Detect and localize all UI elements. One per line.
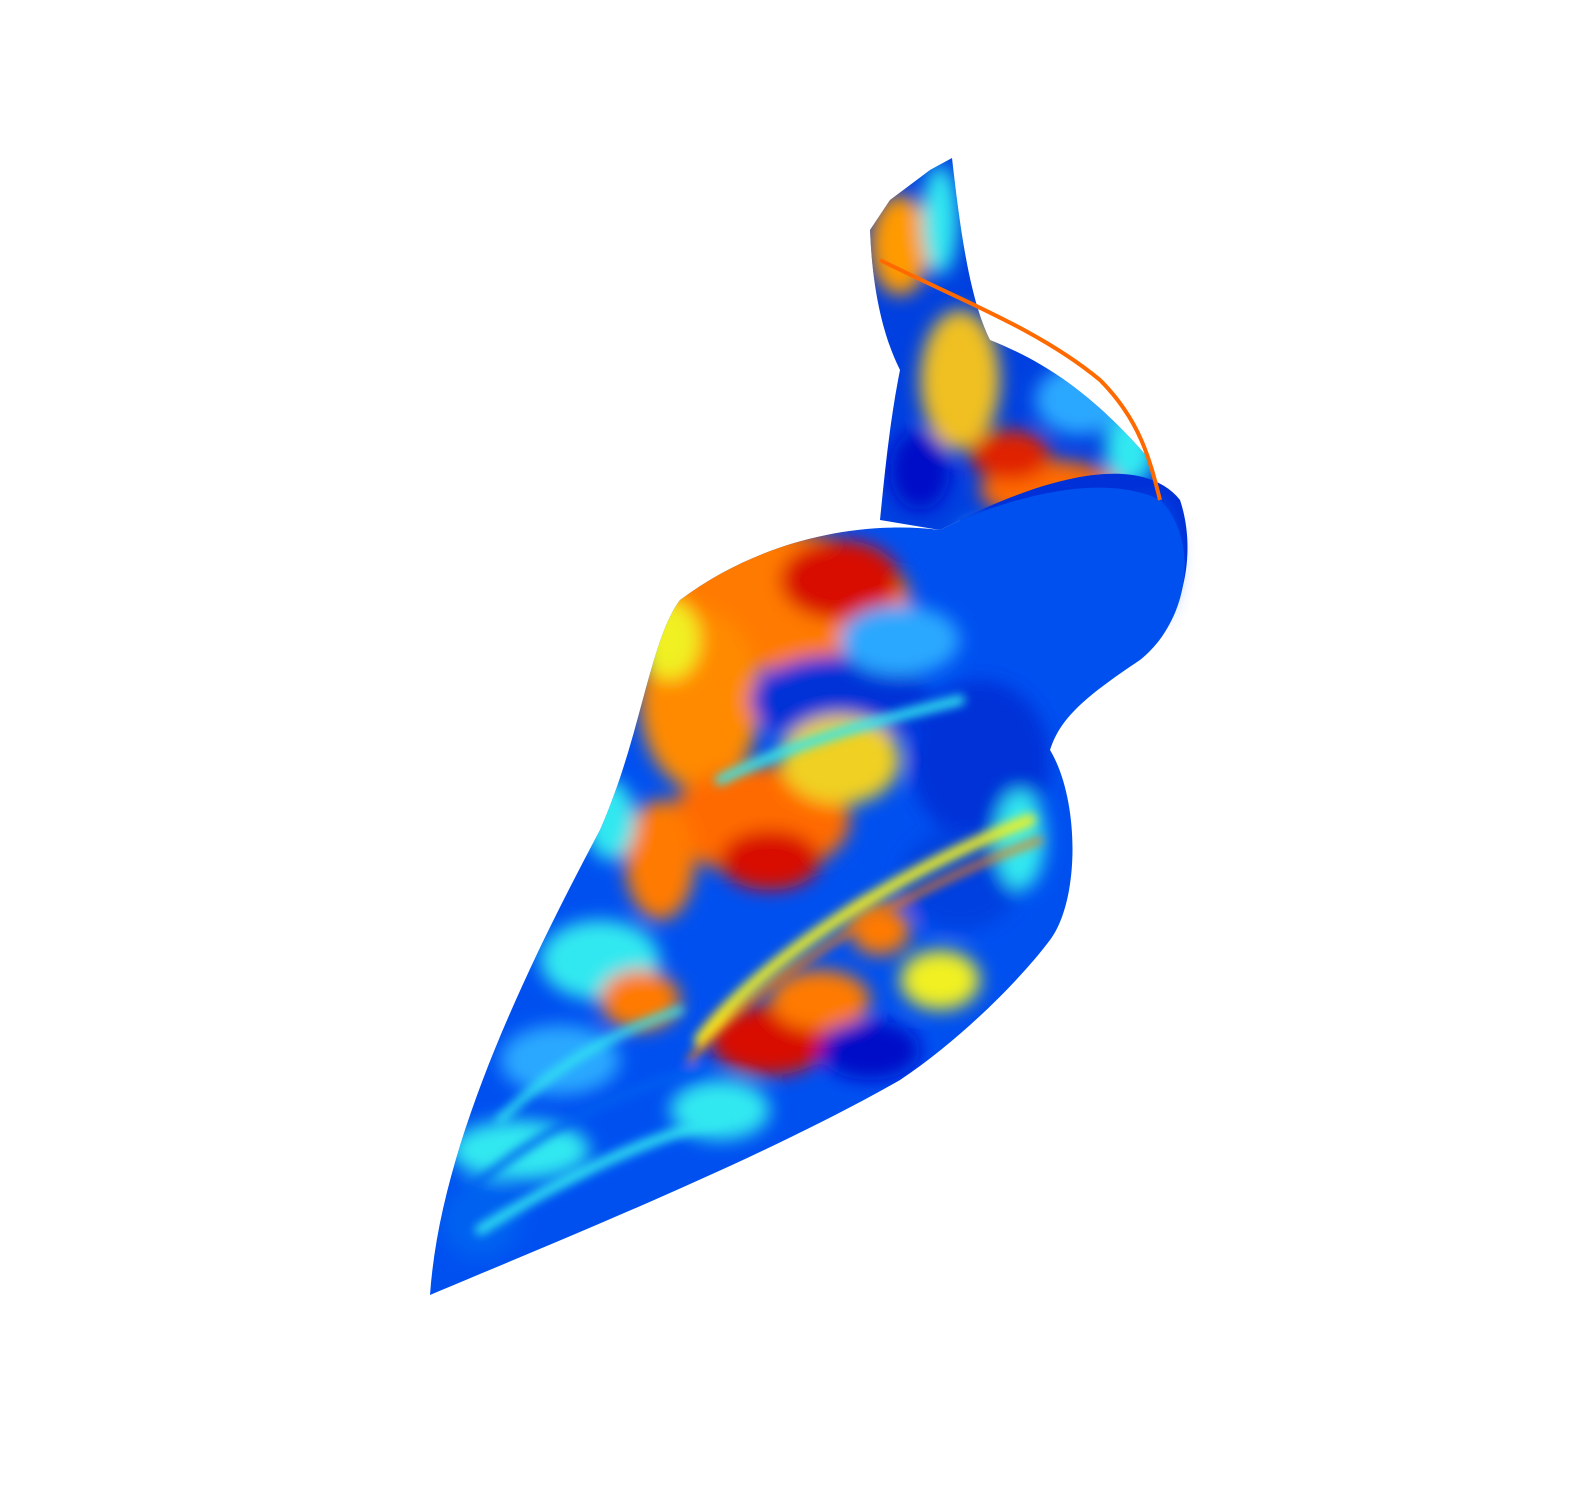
surface-edge	[879, 258, 1162, 501]
surface-body	[430, 487, 1185, 1295]
